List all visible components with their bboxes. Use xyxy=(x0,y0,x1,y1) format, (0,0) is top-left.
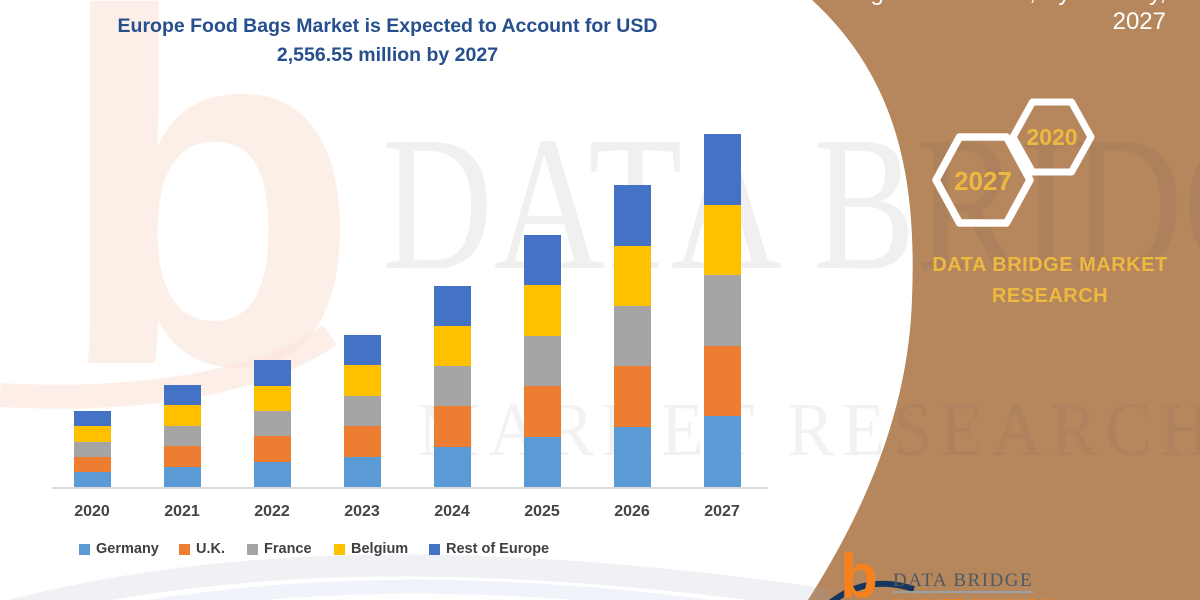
bar-segment-france xyxy=(613,306,651,367)
hexagon-year-2020: 2020 xyxy=(1026,124,1078,150)
stacked-bar-2022 xyxy=(253,360,291,487)
stacked-bar-2027 xyxy=(703,134,741,487)
panel-brand-line2: RESEARCH xyxy=(991,285,1109,307)
bar-segment-u-k- xyxy=(163,446,201,467)
legend-item-rest-of-europe: Rest of Europe xyxy=(429,541,549,557)
panel-caption-year: 2027 xyxy=(1112,8,1166,35)
bar-segment-rest-of-europe xyxy=(73,411,111,427)
legend-label: Belgium xyxy=(351,541,409,557)
bar-segment-u-k- xyxy=(343,426,381,457)
stacked-bar-2024 xyxy=(433,285,471,487)
bar-segment-u-k- xyxy=(523,386,561,437)
panel-brand-text: DATA BRIDGE MARKET RESEARCH xyxy=(928,250,1172,312)
legend-swatch-icon xyxy=(79,543,90,555)
legend-swatch-icon xyxy=(179,543,190,555)
panel-caption-clipped-line: Europe Food Bags Market Size, By Country… xyxy=(696,0,1166,7)
bar-segment-rest-of-europe xyxy=(163,385,201,406)
legend-label: France xyxy=(264,541,312,557)
bar-segment-u-k- xyxy=(73,456,111,472)
bar-segment-belgium xyxy=(433,325,471,367)
bar-segment-germany xyxy=(613,426,651,487)
legend-swatch-icon xyxy=(429,543,440,555)
bar-segment-belgium xyxy=(703,204,741,276)
bar-segment-france xyxy=(73,441,111,457)
x-axis-label: 2023 xyxy=(344,503,380,520)
legend-item-u-k-: U.K. xyxy=(179,541,225,557)
bar-segment-u-k- xyxy=(433,406,471,447)
legend-item-germany: Germany xyxy=(79,541,159,557)
bar-segment-rest-of-europe xyxy=(433,285,471,326)
footer-logo-subbrand: MARKET RESEARCH xyxy=(894,596,1064,600)
bar-segment-belgium xyxy=(73,426,111,442)
x-axis-label: 2021 xyxy=(164,503,200,520)
watermark-text-line1: DATA BRIDGE xyxy=(382,97,1200,310)
side-panel-wave xyxy=(808,0,1200,600)
stacked-bar-2023 xyxy=(343,334,381,487)
bar-segment-france xyxy=(163,425,201,447)
bar-segment-belgium xyxy=(613,245,651,306)
footer-logo-swoosh-icon xyxy=(829,580,915,600)
bar-segment-germany xyxy=(253,461,291,487)
x-axis-line xyxy=(52,487,768,489)
chart-title: Europe Food Bags Market is Expected to A… xyxy=(65,12,710,70)
bar-segment-rest-of-europe xyxy=(523,234,561,286)
hexagon-year-2027: 2027 xyxy=(954,166,1012,196)
stacked-bar-2026 xyxy=(613,185,651,487)
footer-logo-underline xyxy=(893,591,1033,593)
bar-segment-rest-of-europe xyxy=(343,334,381,366)
bar-segment-germany xyxy=(703,416,741,487)
legend-item-belgium: Belgium xyxy=(334,541,408,557)
legend-item-france: France xyxy=(247,541,312,557)
bar-segment-france xyxy=(523,335,561,387)
legend-label: U.K. xyxy=(196,541,225,557)
legend-label: Rest of Europe xyxy=(446,541,550,557)
chart-title-line1: Europe Food Bags Market is Expected to A… xyxy=(117,15,658,37)
bar-segment-germany xyxy=(163,466,201,487)
x-axis-label: 2027 xyxy=(704,503,740,520)
panel-top-caption: Europe Food Bags Market Size, By Country… xyxy=(696,0,1166,36)
x-axis-label: 2022 xyxy=(254,503,290,520)
panel-brand-line1: DATA BRIDGE MARKET xyxy=(932,254,1168,276)
legend: Germany U.K. France Belgium Rest of Europe xyxy=(0,541,810,565)
bar-segment-u-k- xyxy=(703,345,741,417)
bar-segment-france xyxy=(433,366,471,407)
plot-area: 2020 2021 2022 2023 2024 2025 2026 2027 xyxy=(52,134,768,520)
legend-swatch-icon xyxy=(247,543,258,555)
bar-segment-belgium xyxy=(253,385,291,412)
stacked-bar-2021 xyxy=(163,385,201,487)
bar-segment-france xyxy=(343,395,381,427)
stacked-bar-2025 xyxy=(523,234,561,487)
bar-segment-rest-of-europe xyxy=(703,134,741,205)
x-axis-label: 2025 xyxy=(524,503,560,520)
bar-segment-u-k- xyxy=(253,436,291,462)
footer-logo-brand: DATA BRIDGE xyxy=(893,570,1034,591)
x-axis-label: 2026 xyxy=(614,503,650,520)
legend-label: Germany xyxy=(96,541,159,557)
bar-segment-belgium xyxy=(163,405,201,426)
hexagon-2020-icon xyxy=(1009,98,1095,176)
bar-segment-germany xyxy=(73,471,111,487)
bar-segment-rest-of-europe xyxy=(613,185,651,246)
bar-segment-france xyxy=(703,275,741,346)
hexagon-2027-icon xyxy=(932,133,1034,227)
bar-segment-germany xyxy=(343,456,381,487)
x-axis-label: 2024 xyxy=(434,503,470,520)
bar-segment-france xyxy=(253,411,291,437)
chart-title-line2: 2,556.55 million by 2027 xyxy=(276,44,499,66)
watermark-swoosh-gray xyxy=(8,554,832,600)
bar-segment-germany xyxy=(433,446,471,487)
bar-segment-belgium xyxy=(343,365,381,396)
watermark-swoosh-blue xyxy=(147,579,712,600)
bar-segment-u-k- xyxy=(613,366,651,427)
legend-swatch-icon xyxy=(334,543,345,555)
footer-logo-b-icon: b xyxy=(840,542,878,600)
bar-segment-belgium xyxy=(523,285,561,336)
x-axis-label: 2020 xyxy=(74,503,110,520)
stacked-bar-2020 xyxy=(73,411,111,487)
bar-segment-rest-of-europe xyxy=(253,360,291,386)
bar-segment-germany xyxy=(523,436,561,487)
watermark-logo-b: b xyxy=(55,0,361,469)
